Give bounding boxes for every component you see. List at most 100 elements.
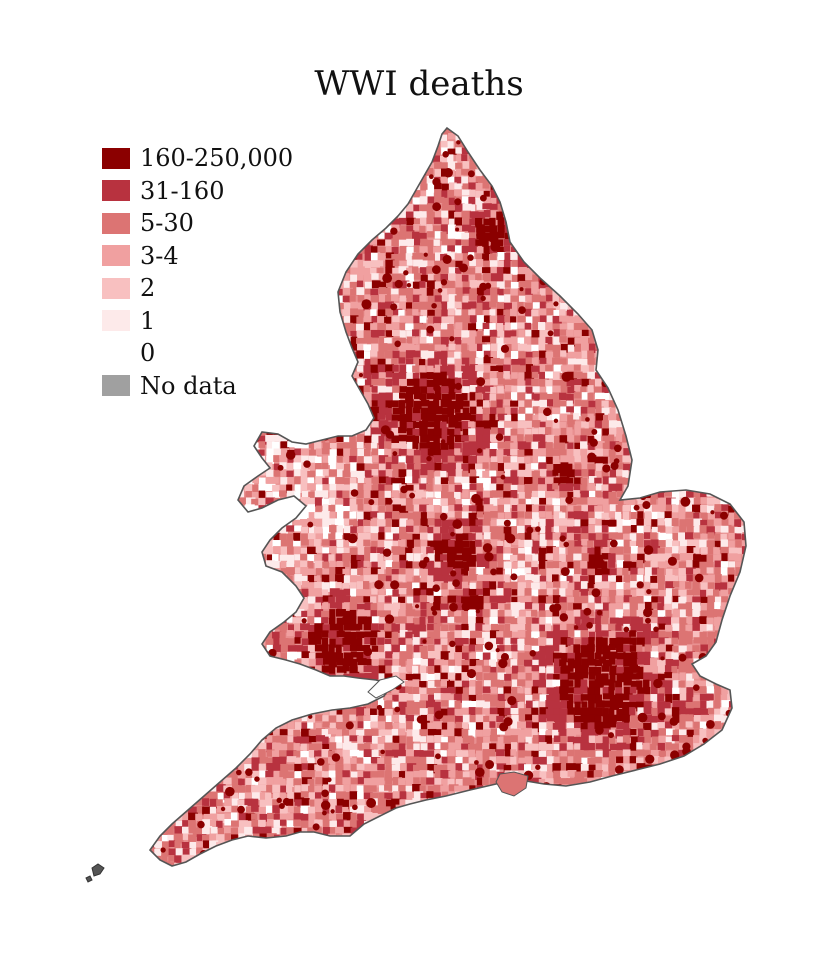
map-area — [685, 128, 695, 129]
map-area — [280, 371, 288, 382]
map-area — [405, 435, 416, 444]
map-area — [182, 301, 192, 309]
map-area — [602, 128, 609, 130]
map-area — [518, 217, 525, 226]
map-area — [342, 386, 350, 396]
map-area — [692, 309, 699, 320]
map-area — [497, 141, 506, 151]
map-area — [406, 448, 416, 456]
map-area — [658, 224, 668, 232]
map-area — [399, 169, 410, 178]
map-area — [230, 176, 237, 184]
map-area — [588, 252, 597, 259]
map-area — [196, 197, 206, 207]
map-area — [294, 260, 305, 271]
map-area — [210, 344, 218, 352]
map-area — [419, 128, 427, 129]
map-area — [748, 329, 756, 338]
map-area — [594, 140, 604, 149]
map-area — [356, 280, 364, 289]
map-area — [245, 196, 255, 206]
map-area — [153, 238, 162, 245]
map-area — [455, 147, 462, 154]
map-area — [525, 294, 534, 302]
map-area — [531, 400, 542, 408]
map-area — [441, 190, 450, 200]
map-area — [258, 238, 267, 245]
map-area — [293, 308, 302, 316]
map-area — [244, 273, 251, 282]
map-area — [727, 128, 737, 130]
map-area — [461, 128, 468, 135]
map-area — [742, 427, 746, 438]
map-area — [349, 435, 356, 443]
map-area — [693, 196, 700, 206]
map-area — [364, 427, 374, 436]
map-area — [349, 189, 356, 200]
map-area — [195, 169, 203, 178]
map-area — [371, 372, 380, 383]
map-area — [412, 498, 420, 507]
map-area — [181, 435, 190, 445]
map-area — [203, 161, 210, 172]
map-area — [168, 413, 177, 421]
map-area — [602, 372, 611, 381]
map-area — [461, 357, 472, 367]
map-area — [552, 239, 562, 247]
map-area — [315, 456, 322, 466]
map-area — [742, 155, 746, 163]
map-area — [398, 162, 406, 170]
map-area — [160, 287, 169, 295]
map-area — [371, 469, 379, 476]
map-area — [168, 322, 179, 331]
map-area — [476, 455, 486, 463]
map-area — [692, 469, 700, 478]
map-area — [252, 301, 262, 311]
map-area — [531, 232, 540, 241]
map-area — [511, 505, 522, 512]
map-area — [629, 378, 638, 388]
map-area — [525, 386, 535, 397]
map-area — [749, 198, 759, 205]
map-area — [308, 442, 316, 450]
map-area — [237, 385, 245, 394]
map-area — [343, 400, 352, 408]
map-area — [483, 161, 492, 170]
map-area — [504, 154, 515, 162]
map-area — [245, 455, 253, 462]
map-area — [699, 358, 709, 366]
map-area — [294, 351, 305, 361]
map-area — [252, 266, 263, 276]
map-area — [503, 337, 514, 346]
map-area — [196, 343, 205, 352]
map-area — [532, 316, 540, 325]
map-area — [644, 128, 653, 129]
map-area — [727, 148, 734, 157]
map-area — [574, 477, 583, 485]
map-area — [167, 448, 175, 457]
map-area — [434, 308, 442, 317]
map-area — [721, 260, 729, 268]
map-area — [167, 483, 178, 493]
map-area — [503, 421, 512, 431]
map-area — [364, 252, 375, 263]
map-area — [364, 435, 372, 446]
map-area — [608, 497, 618, 507]
map-area — [665, 301, 672, 310]
map-area — [202, 274, 210, 282]
map-area — [335, 266, 343, 276]
map-area — [525, 197, 533, 206]
map-area — [286, 463, 293, 472]
map-area — [594, 392, 605, 400]
map-area — [413, 455, 422, 464]
map-area — [504, 392, 513, 400]
map-area — [265, 128, 276, 130]
map-area — [560, 253, 569, 263]
map-area — [742, 441, 746, 449]
map-area — [531, 483, 538, 491]
map-area — [686, 176, 695, 187]
map-area — [441, 484, 451, 492]
map-area — [371, 190, 380, 198]
map-area — [594, 161, 602, 168]
map-area — [601, 365, 611, 376]
